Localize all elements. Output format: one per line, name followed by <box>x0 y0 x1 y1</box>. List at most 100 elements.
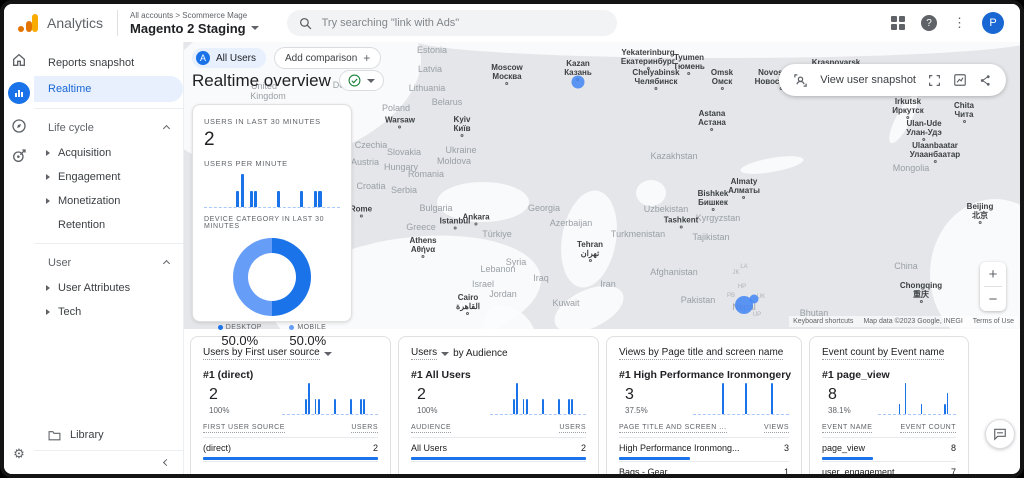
card-title[interactable]: Users by First user source <box>203 347 320 360</box>
section-title: User <box>48 257 72 269</box>
card-sparkline[interactable] <box>693 383 789 415</box>
legend-label: DESKTOP <box>225 324 262 331</box>
sidebar-item-acquisition[interactable]: Acquisition <box>34 141 183 165</box>
share-icon[interactable] <box>979 74 992 87</box>
sidebar-item-reports-snapshot[interactable]: Reports snapshot <box>48 57 135 69</box>
sidebar-item-label: Retention <box>58 219 106 231</box>
map-country-label: Belarus <box>431 97 463 107</box>
card-sparkline[interactable] <box>490 383 586 415</box>
zoom-in-button[interactable]: + <box>988 265 998 283</box>
sidebar-item-library[interactable]: Library <box>34 420 183 450</box>
metric-value: 3 <box>625 386 634 403</box>
admin-gear-icon[interactable]: ⚙ <box>13 446 25 461</box>
column-header[interactable]: EVENT NAME <box>822 424 873 433</box>
chevron-down-icon[interactable] <box>323 351 332 356</box>
column-header[interactable]: VIEWS <box>763 424 789 433</box>
water-shape <box>739 152 805 178</box>
card-title[interactable]: Users <box>411 347 438 360</box>
search-input[interactable]: Try searching "link with Ads" <box>286 10 617 36</box>
chevron-down-icon <box>250 26 259 30</box>
sidebar-item-engagement[interactable]: Engagement <box>34 165 183 189</box>
card-sparkline[interactable] <box>282 383 378 415</box>
chevron-down-icon <box>366 78 375 83</box>
map-city-label: Astana Астана <box>698 109 726 131</box>
column-header[interactable]: USERS <box>351 424 378 433</box>
table-row[interactable]: Bags - Gear 1 <box>619 462 789 474</box>
comparison-pill-all-users[interactable]: A All Users <box>192 48 267 68</box>
water-shape <box>414 42 1020 58</box>
column-header[interactable]: AUDIENCE <box>411 424 452 433</box>
table-row[interactable]: All Users 2 <box>411 438 586 462</box>
card-users-by-audience: Users by Audience #1 All Users 2 100% AUDI… <box>398 336 599 474</box>
map-city-label: Ulan-Ude Улан-Удэ <box>906 119 942 141</box>
metric-percent: 37.5% <box>625 406 648 415</box>
keyboard-shortcuts-link[interactable]: Keyboard shortcuts <box>793 318 854 325</box>
table-row[interactable]: user_engagement 7 <box>822 462 956 474</box>
map-city-label: Rome <box>350 205 372 218</box>
table-row[interactable]: (direct) 2 <box>203 438 378 462</box>
card-sparkline[interactable] <box>878 383 956 415</box>
spark-bar <box>771 383 773 414</box>
device-category-donut[interactable] <box>233 238 311 316</box>
property-selector[interactable]: All accounts > Scommerce Mage Magento 2 … <box>130 11 259 36</box>
reports-icon[interactable] <box>8 82 30 104</box>
card-title[interactable]: Event count by Event name <box>822 347 945 360</box>
advertising-icon[interactable] <box>11 148 27 164</box>
help-icon[interactable]: ? <box>921 15 937 31</box>
insights-icon[interactable] <box>953 73 967 87</box>
row-bar <box>203 457 378 460</box>
avatar[interactable]: P <box>982 12 1004 34</box>
column-header[interactable]: USERS <box>559 424 586 433</box>
map-city-label: Bishkek Бишкек <box>698 189 728 211</box>
device-category-label: DEVICE CATEGORY IN LAST 30 MINUTES <box>204 216 325 230</box>
row-value: 2 <box>580 443 586 453</box>
sidebar-item-user-attributes[interactable]: User Attributes <box>34 276 183 300</box>
google-apps-icon[interactable] <box>891 16 905 30</box>
sidebar-item-label: Acquisition <box>58 147 112 159</box>
top-dimension: (direct) <box>217 369 254 381</box>
analytics-logo[interactable]: Analytics <box>4 13 113 33</box>
table-row[interactable]: High Performance Ironmong... 3 <box>619 438 789 462</box>
view-user-snapshot-button[interactable]: View user snapshot <box>820 74 916 86</box>
map-city-label: Tashkent <box>664 216 698 229</box>
sidebar-item-tech[interactable]: Tech <box>34 300 183 324</box>
fullscreen-icon[interactable] <box>928 74 941 87</box>
user-snapshot-icon <box>794 73 807 87</box>
column-header[interactable]: PAGE TITLE AND SCREEN ... <box>619 424 727 433</box>
sidebar-section-user[interactable]: User <box>34 250 183 276</box>
expand-arrow-icon <box>46 150 50 156</box>
spark-bar <box>745 383 747 414</box>
collapse-sidebar-button[interactable] <box>34 450 183 474</box>
legend-desktop: DESKTOP 50.0% <box>217 324 262 348</box>
column-header[interactable]: FIRST USER SOURCE <box>203 424 285 433</box>
sidebar-item-realtime[interactable]: Realtime <box>34 76 183 102</box>
add-comparison-button[interactable]: Add comparison + <box>274 47 382 69</box>
map-country-label: Moldova <box>436 156 472 166</box>
sidebar-section-life-cycle[interactable]: Life cycle <box>34 115 183 141</box>
row-name: (direct) <box>203 443 232 453</box>
card-title[interactable]: Views by Page title and screen name <box>619 347 784 360</box>
table-row[interactable]: page_view 8 <box>822 438 956 462</box>
feedback-button[interactable] <box>985 419 1015 449</box>
comparison-label: All Users <box>216 52 257 64</box>
comparison-avatar: A <box>196 51 210 65</box>
column-header[interactable]: EVENT COUNT <box>900 424 956 433</box>
chevron-down-icon[interactable] <box>441 351 450 356</box>
explore-icon[interactable] <box>11 118 27 134</box>
add-comparison-label: Add comparison <box>285 52 358 64</box>
data-quality-badge[interactable] <box>338 70 384 91</box>
users-per-minute-chart[interactable] <box>204 174 340 208</box>
zoom-out-button[interactable]: − <box>988 290 998 308</box>
map-attribution: Keyboard shortcuts Map data ©2023 Google… <box>789 316 1018 327</box>
terms-of-use-link[interactable]: Terms of Use <box>972 318 1014 325</box>
kebab-menu-icon[interactable]: ⋮ <box>953 15 966 30</box>
sidebar-item-monetization[interactable]: Monetization <box>34 189 183 213</box>
sidebar-item-retention[interactable]: Retention <box>34 213 183 237</box>
sidebar-item-label: Monetization <box>58 195 121 207</box>
spark-bar <box>334 398 336 414</box>
spark-bar <box>516 383 518 414</box>
mobile-percent: 50.0% <box>289 333 327 348</box>
home-icon[interactable] <box>11 52 27 68</box>
map-zoom-control: + − <box>980 262 1006 311</box>
app-header: Analytics All accounts > Scommerce Mage … <box>4 4 1020 42</box>
